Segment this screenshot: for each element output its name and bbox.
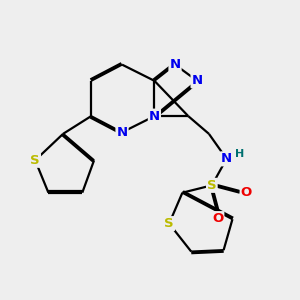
Text: N: N xyxy=(221,152,232,165)
Text: S: S xyxy=(30,154,40,167)
Text: H: H xyxy=(235,148,244,158)
Text: N: N xyxy=(169,58,181,71)
Text: N: N xyxy=(191,74,203,87)
Text: O: O xyxy=(212,212,223,225)
Text: N: N xyxy=(116,126,128,139)
Text: S: S xyxy=(207,179,217,192)
Text: S: S xyxy=(164,217,174,230)
Text: N: N xyxy=(149,110,160,123)
Text: O: O xyxy=(241,186,252,199)
